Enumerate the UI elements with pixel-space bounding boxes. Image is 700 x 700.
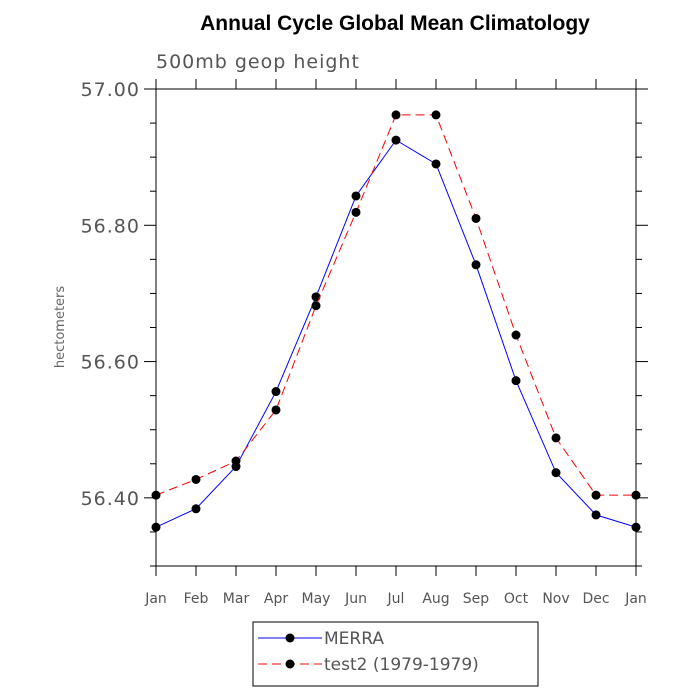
legend: MERRA test2 (1979-1979): [252, 621, 539, 687]
chart-title: Annual Cycle Global Mean Climatology: [200, 12, 590, 35]
data-point-1: [231, 456, 241, 466]
x-tick-label: Sep: [463, 591, 490, 607]
y-tick-label: 56.80: [81, 215, 140, 237]
legend-label: test2 (1979-1979): [324, 655, 479, 675]
legend-label: MERRA: [324, 629, 384, 649]
data-point-0: [511, 376, 521, 386]
y-axis-label: hectometers: [53, 286, 68, 369]
plot-frame: [155, 88, 637, 567]
x-tick-label: Oct: [504, 591, 529, 607]
data-point-0: [591, 510, 601, 520]
data-point-1: [551, 433, 561, 443]
data-point-1: [271, 405, 281, 415]
data-point-0: [391, 135, 401, 145]
legend-swatch-marker-0: [285, 633, 295, 643]
data-point-0: [351, 191, 361, 201]
x-tick-label: May: [302, 591, 331, 607]
series-line-1: [155, 114, 636, 496]
data-point-1: [191, 474, 201, 484]
x-tick-label: Mar: [223, 591, 250, 607]
data-point-1: [591, 490, 601, 500]
data-point-0: [191, 504, 201, 514]
data-point-1: [631, 490, 641, 500]
data-point-1: [511, 330, 521, 340]
data-point-0: [551, 468, 561, 478]
data-point-0: [431, 159, 441, 169]
data-point-1: [391, 110, 401, 120]
x-tick-label: Jan: [144, 591, 167, 607]
y-tick-label: 56.60: [81, 352, 140, 374]
x-tick-label: Feb: [184, 591, 209, 607]
x-tick-label: Dec: [582, 591, 609, 607]
data-point-1: [351, 207, 361, 217]
data-point-0: [311, 292, 321, 302]
data-point-1: [431, 110, 441, 120]
x-tick-label: Nov: [542, 591, 569, 607]
x-tick-label: Aug: [422, 591, 449, 607]
data-point-1: [471, 213, 481, 223]
x-tick-label: Jun: [344, 591, 367, 607]
chart-subtitle: 500mb geop height: [156, 51, 360, 73]
x-tick-label: Apr: [264, 591, 288, 607]
data-point-0: [151, 522, 161, 532]
data-point-0: [471, 260, 481, 270]
legend-swatch-marker-1: [285, 659, 295, 669]
y-tick-label: 56.40: [81, 488, 140, 510]
data-point-1: [311, 301, 321, 311]
x-tick-label: Jul: [387, 591, 405, 607]
data-point-0: [271, 387, 281, 397]
data-point-1: [151, 490, 161, 500]
plot-area: 56.40 56.60 56.80 57.00 Jan Feb Mar Apr May Jun Ju…: [81, 79, 648, 607]
y-tick-label: 57.00: [81, 79, 140, 101]
data-point-0: [631, 522, 641, 532]
series-line-0: [155, 139, 637, 528]
legend-box: [252, 621, 539, 687]
x-tick-label: Jan: [624, 591, 647, 607]
